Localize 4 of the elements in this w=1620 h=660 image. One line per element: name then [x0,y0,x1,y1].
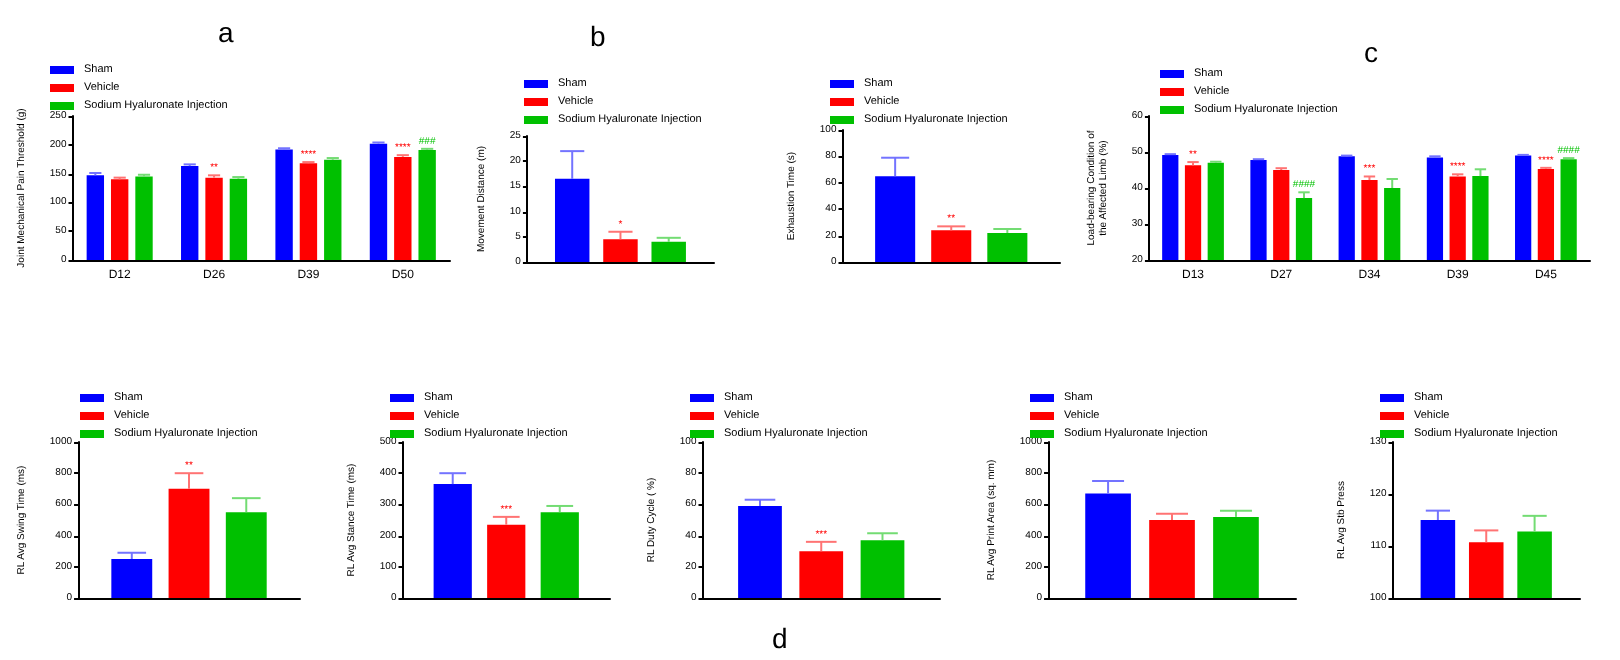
chart-title: b [590,20,606,52]
chart-title: a [218,16,234,48]
text: d [772,622,788,654]
chart-title: c [1364,36,1378,68]
